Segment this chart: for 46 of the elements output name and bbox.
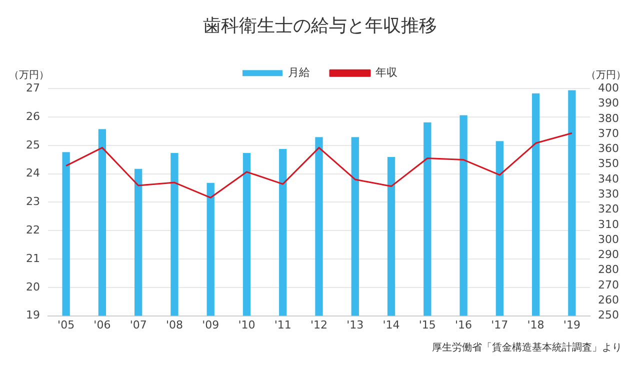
y2-tick-label: 380 [598, 112, 620, 125]
y-tick-label: 26 [26, 110, 40, 123]
x-tick-label: '13 [346, 318, 364, 332]
y2-tick-label: 370 [598, 126, 620, 140]
y2-tick-label: 290 [598, 248, 620, 262]
y2-tick-label: 260 [598, 294, 620, 307]
y2-tick-label: 310 [598, 218, 620, 231]
x-tick-label: '18 [527, 318, 544, 332]
x-tick-label: '12 [310, 318, 328, 332]
legend-label: 月給 [288, 66, 310, 79]
chart-title: 歯科衛生士の給与と年収推移 [203, 15, 437, 36]
x-tick-label: '08 [166, 318, 183, 332]
y-tick-label: 23 [26, 195, 40, 208]
x-tick-label: '07 [130, 318, 147, 332]
y-tick-label: 21 [26, 252, 40, 265]
x-tick-label: '19 [563, 318, 580, 332]
y2-tick-label: 270 [598, 278, 620, 292]
y2-tick-label: 390 [598, 96, 620, 110]
y-tick-label: 19 [26, 308, 40, 322]
x-tick-label: '09 [202, 318, 220, 332]
y-tick-label: 22 [26, 223, 40, 236]
y-axis-title: （万円） [9, 70, 49, 82]
legend-label: 年収 [376, 66, 398, 79]
y2-tick-label: 330 [598, 187, 620, 200]
y2-tick-label: 400 [598, 81, 620, 94]
y2-tick-label: 250 [598, 308, 620, 322]
y2-tick-label: 320 [598, 202, 620, 216]
x-tick-label: '05 [58, 318, 75, 332]
y2-tick-label: 360 [598, 142, 620, 156]
y2-axis-title: （万円） [586, 70, 626, 82]
x-tick-label: '10 [238, 318, 256, 332]
y-tick-label: 24 [26, 166, 40, 180]
x-tick-label: '16 [455, 318, 472, 332]
x-tick-label: '14 [382, 318, 400, 332]
x-tick-label: '11 [274, 318, 292, 332]
y-tick-label: 25 [26, 138, 40, 152]
y2-tick-label: 300 [598, 232, 620, 246]
text: 厚生労働省「賃金構造基本統計調査」より [432, 342, 622, 354]
y2-tick-label: 340 [598, 172, 620, 186]
y-tick-label: 27 [26, 81, 40, 94]
y-tick-label: 20 [26, 280, 40, 294]
x-tick-label: '15 [418, 318, 436, 332]
y2-tick-label: 350 [598, 157, 620, 170]
x-tick-label: '17 [491, 318, 508, 332]
x-tick-label: '06 [94, 318, 111, 332]
y2-tick-label: 280 [598, 263, 620, 276]
